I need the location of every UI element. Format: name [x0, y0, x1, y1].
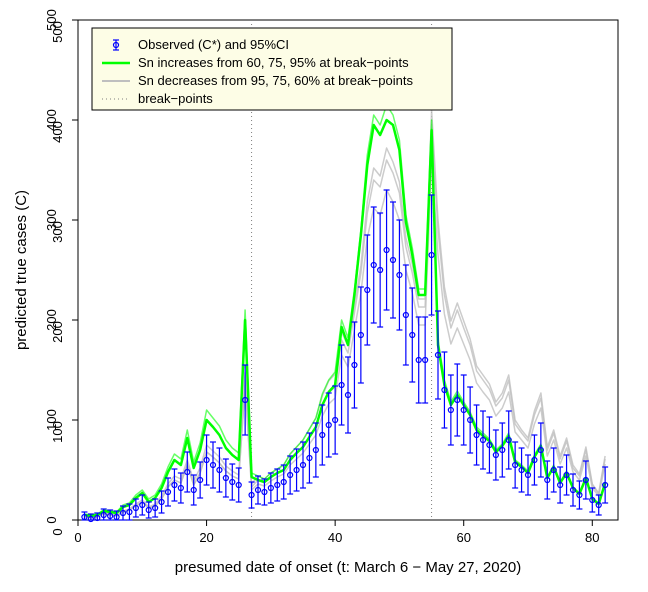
legend-label: Observed (C*) and 95%CI — [138, 37, 289, 52]
y-tick-label: 400 — [44, 109, 59, 131]
y-tick-label: 200 — [44, 309, 59, 331]
x-tick-label: 80 — [585, 530, 599, 545]
y-axis-label: predicted true cases (C) — [13, 190, 30, 350]
y-tick-label: 0 — [44, 516, 59, 523]
legend-label: break−points — [138, 91, 213, 106]
x-axis-label: presumed date of onset (t: March 6 − May… — [175, 559, 521, 576]
y-tick-label: 500 — [44, 9, 59, 31]
x-tick-label: 20 — [199, 530, 213, 545]
svg-text:0: 0 — [50, 528, 65, 535]
chart-root: 0204060800100200300400500010020030040050… — [0, 0, 648, 592]
x-tick-label: 60 — [456, 530, 470, 545]
legend-label: Sn increases from 60, 75, 95% at break−p… — [138, 55, 409, 70]
x-tick-label: 0 — [74, 530, 81, 545]
legend-label: Sn decreases from 95, 75, 60% at break−p… — [138, 73, 413, 88]
x-tick-label: 40 — [328, 530, 342, 545]
y-tick-label: 100 — [44, 409, 59, 431]
y-tick-label: 300 — [44, 209, 59, 231]
